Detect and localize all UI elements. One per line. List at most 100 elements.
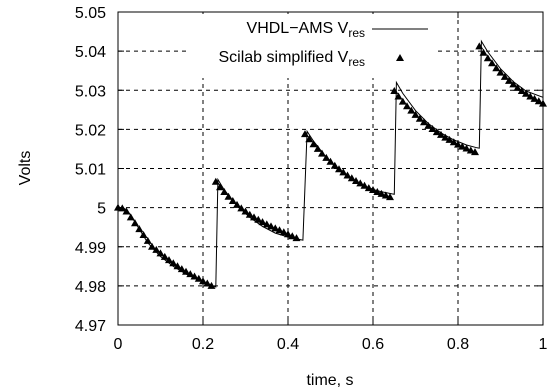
series-point-scilab bbox=[194, 274, 203, 282]
series-point-scilab bbox=[241, 207, 250, 215]
series bbox=[114, 39, 547, 289]
legend-triangle-marker bbox=[396, 54, 404, 61]
series-point-scilab bbox=[309, 140, 318, 148]
series-point-scilab bbox=[343, 171, 352, 179]
series-point-scilab bbox=[488, 59, 496, 67]
series-point-scilab bbox=[228, 197, 237, 204]
series-point-scilab bbox=[220, 188, 229, 195]
series-point-scilab bbox=[471, 148, 479, 156]
series-point-scilab bbox=[513, 83, 522, 91]
series-point-scilab bbox=[131, 219, 139, 227]
series-point-scilab bbox=[445, 135, 454, 143]
series-point-scilab bbox=[381, 191, 390, 199]
series-point-scilab bbox=[284, 230, 292, 238]
series-point-scilab bbox=[135, 225, 144, 233]
series-point-scilab bbox=[322, 153, 331, 161]
series-point-scilab bbox=[186, 270, 195, 278]
legend-entry-vhdl-sub: res bbox=[348, 26, 365, 40]
series-point-scilab bbox=[126, 213, 135, 221]
series-point-scilab bbox=[190, 272, 199, 280]
series-point-scilab bbox=[330, 161, 339, 169]
series-point-scilab bbox=[449, 138, 458, 146]
grid bbox=[118, 12, 543, 325]
series-point-scilab bbox=[233, 200, 241, 208]
y-tick-label: 4.97 bbox=[75, 318, 106, 335]
x-tick-label: 0 bbox=[114, 336, 123, 353]
y-tick-label: 4.99 bbox=[75, 240, 106, 257]
legend-entry-vhdl-main: VHDL−AMS V bbox=[247, 20, 349, 37]
series-point-scilab bbox=[254, 215, 263, 223]
series-point-scilab bbox=[505, 76, 513, 84]
series-point-scilab bbox=[177, 265, 186, 273]
x-tick-labels: 0 0.2 0.4 0.6 0.8 1 bbox=[114, 336, 548, 353]
y-tick-label: 4.98 bbox=[75, 279, 106, 296]
series-point-scilab bbox=[454, 140, 462, 148]
series-point-scilab bbox=[420, 118, 428, 126]
series-point-scilab bbox=[267, 222, 275, 230]
y-tick-label: 5.05 bbox=[75, 5, 106, 22]
series-point-scilab bbox=[199, 277, 207, 285]
series-point-scilab bbox=[335, 165, 343, 173]
series-point-scilab bbox=[492, 64, 501, 72]
series-point-scilab bbox=[364, 184, 373, 192]
series-point-scilab bbox=[369, 186, 377, 193]
y-axis-title: Volts bbox=[17, 151, 34, 186]
legend: VHDL−AMS Vres Scilab simplified Vres bbox=[190, 14, 438, 78]
series-point-scilab bbox=[496, 68, 505, 76]
series-point-scilab bbox=[424, 121, 433, 129]
series-point-scilab bbox=[169, 259, 178, 267]
series-point-scilab bbox=[262, 220, 271, 228]
x-tick-label: 0.2 bbox=[192, 336, 214, 353]
series-point-scilab bbox=[377, 189, 386, 197]
series-point-scilab bbox=[275, 226, 284, 234]
series-point-scilab bbox=[122, 207, 131, 215]
y-tick-label: 5.01 bbox=[75, 162, 106, 179]
y-tick-label: 5.04 bbox=[75, 44, 106, 61]
series-point-scilab bbox=[339, 168, 348, 176]
series-point-scilab bbox=[203, 279, 212, 287]
series-point-scilab bbox=[152, 245, 161, 253]
series-point-scilab bbox=[386, 193, 394, 201]
series-point-scilab bbox=[534, 97, 543, 105]
series-point-scilab bbox=[509, 80, 518, 88]
series-point-scilab bbox=[394, 92, 403, 100]
series-point-scilab bbox=[526, 92, 535, 100]
x-tick-label: 0.6 bbox=[362, 336, 384, 353]
series-point-scilab bbox=[279, 228, 288, 236]
series-point-scilab bbox=[258, 218, 267, 226]
series-point-scilab bbox=[292, 234, 301, 242]
series-point-scilab bbox=[522, 89, 530, 97]
series-point-scilab bbox=[160, 252, 169, 260]
series-point-scilab bbox=[432, 128, 441, 136]
series-point-scilab bbox=[288, 232, 297, 240]
legend-entry-scilab-sub: res bbox=[348, 55, 365, 69]
series-point-scilab bbox=[373, 188, 382, 195]
series-point-scilab bbox=[139, 231, 148, 238]
y-tick-label: 5 bbox=[97, 201, 106, 218]
series-point-scilab bbox=[216, 183, 224, 191]
series-point-scilab bbox=[224, 192, 233, 200]
series-point-scilab bbox=[271, 224, 280, 232]
series-point-scilab bbox=[118, 204, 127, 212]
series-point-scilab bbox=[500, 72, 509, 80]
x-tick-label: 0.8 bbox=[447, 336, 469, 353]
series-point-scilab bbox=[441, 133, 450, 141]
series-point-scilab bbox=[165, 256, 173, 264]
series-point-scilab bbox=[483, 54, 492, 62]
series-point-scilab bbox=[156, 249, 165, 257]
series-point-scilab bbox=[143, 236, 152, 244]
series-point-scilab bbox=[182, 267, 190, 275]
series-point-scilab bbox=[462, 144, 471, 152]
series-point-scilab bbox=[398, 97, 407, 105]
series-point-scilab bbox=[407, 106, 416, 114]
series-point-scilab bbox=[237, 204, 246, 212]
y-tick-label: 5.03 bbox=[75, 83, 106, 100]
series-point-scilab bbox=[173, 262, 182, 270]
x-axis-title: time, s bbox=[306, 372, 353, 389]
series-point-scilab bbox=[305, 135, 314, 143]
series-point-scilab bbox=[301, 130, 309, 138]
series-point-scilab bbox=[211, 177, 220, 185]
series-point-scilab bbox=[326, 157, 335, 165]
series-point-scilab bbox=[530, 94, 539, 102]
